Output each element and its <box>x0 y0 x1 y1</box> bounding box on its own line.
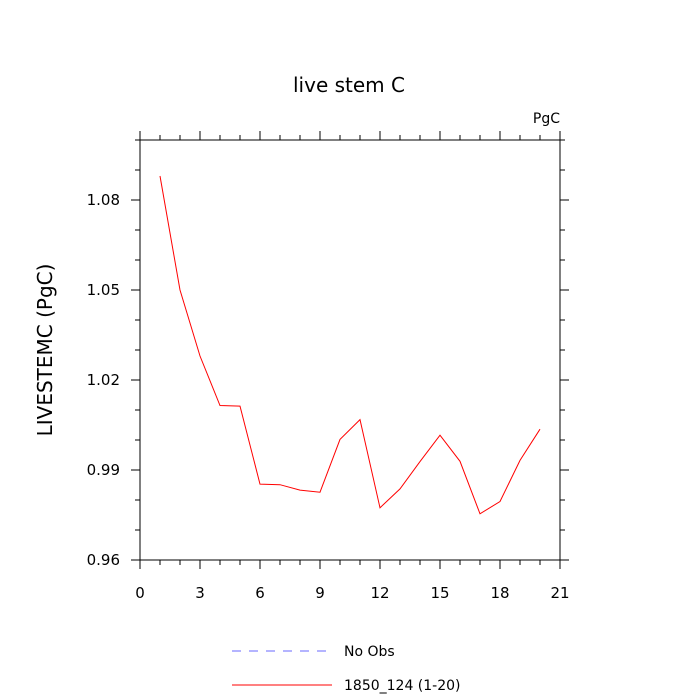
y-tick-label: 1.05 <box>87 281 120 299</box>
x-tick-label: 9 <box>315 584 325 602</box>
y-tick-label: 0.96 <box>87 551 120 569</box>
axis-ticks <box>131 131 569 569</box>
axis-tick-labels: 0 3 6 9 12 15 18 21 0.96 0.99 1.02 1.05 1.08 <box>87 191 570 602</box>
x-tick-label: 12 <box>370 584 389 602</box>
y-axis-label: LIVESTEMC (PgC) <box>33 264 57 437</box>
legend-label: No Obs <box>344 644 395 660</box>
y-tick-label: 1.02 <box>87 371 120 389</box>
y-tick-label: 1.08 <box>87 191 120 209</box>
x-tick-label: 18 <box>490 584 509 602</box>
x-tick-label: 21 <box>550 584 569 602</box>
plot-frame <box>139 139 561 561</box>
series-layer <box>159 175 541 515</box>
x-tick-label: 6 <box>255 584 265 602</box>
units-label: PgC <box>533 111 560 127</box>
legend: No Obs 1850_124 (1-20) <box>232 644 461 694</box>
x-tick-label: 0 <box>135 584 145 602</box>
series-line <box>159 175 541 515</box>
chart-title: live stem C <box>293 73 405 97</box>
x-tick-label: 15 <box>430 584 449 602</box>
x-tick-label: 3 <box>195 584 205 602</box>
y-tick-label: 0.99 <box>87 461 120 479</box>
legend-label: 1850_124 (1-20) <box>344 678 461 694</box>
